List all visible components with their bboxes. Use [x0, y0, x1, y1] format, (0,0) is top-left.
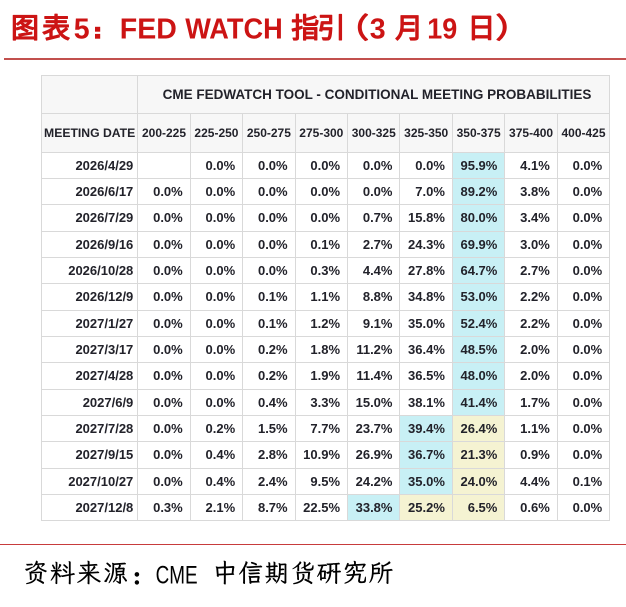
svg-text:3: 3 [370, 14, 386, 46]
svg-text:FED: FED [120, 14, 177, 46]
svg-text:5: 5 [74, 14, 90, 46]
svg-text:WATCH: WATCH [185, 14, 283, 46]
svg-text:19: 19 [427, 14, 457, 46]
svg-text:CME: CME [156, 561, 198, 589]
